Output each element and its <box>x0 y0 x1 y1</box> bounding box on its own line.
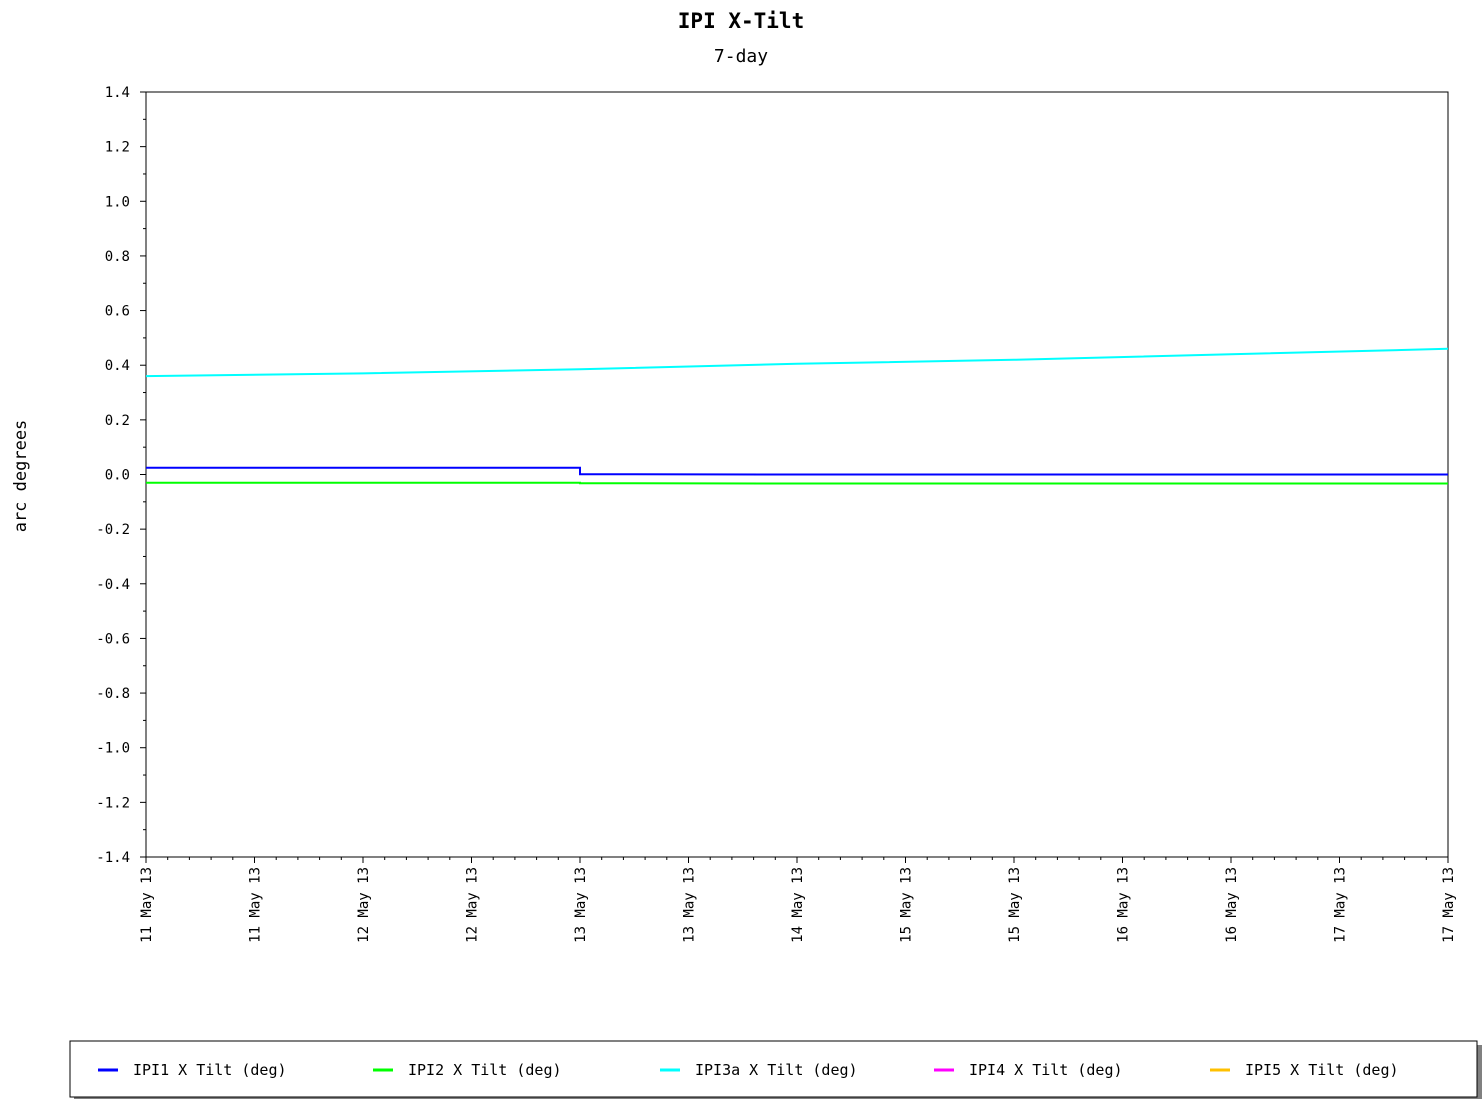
x-tick-label: 12 May 13 <box>356 867 372 943</box>
y-tick-label: 1.4 <box>105 85 130 101</box>
x-tick-label: 15 May 13 <box>1007 867 1023 943</box>
x-tick-label: 17 May 13 <box>1441 867 1457 943</box>
y-tick-label: 0.6 <box>105 304 130 320</box>
x-tick-label: 16 May 13 <box>1224 867 1240 943</box>
y-axis-label: arc degrees <box>11 420 31 533</box>
legend-label: IPI4 X Tilt (deg) <box>969 1061 1123 1079</box>
x-tick-label: 11 May 13 <box>248 867 264 943</box>
legend-box <box>69 1040 1478 1098</box>
x-tick-label: 14 May 13 <box>790 867 806 943</box>
chart-title: IPI X-Tilt <box>678 9 804 33</box>
x-tick-label: 13 May 13 <box>573 867 589 943</box>
y-tick-label: 0.4 <box>105 358 130 374</box>
y-tick-label: -0.8 <box>96 686 130 702</box>
legend: IPI1 X Tilt (deg) IPI2 X Tilt (deg) IPI3a … <box>98 1061 1399 1079</box>
y-tick-label: 0.2 <box>105 413 130 429</box>
x-tick-label: 16 May 13 <box>1116 867 1132 943</box>
legend-label: IPI3a X Tilt (deg) <box>695 1061 858 1079</box>
series-line <box>146 481 1448 485</box>
series-line <box>145 347 1449 378</box>
x-tick-label: 15 May 13 <box>899 867 915 943</box>
legend-label: IPI1 X Tilt (deg) <box>133 1061 287 1079</box>
legend-label: IPI5 X Tilt (deg) <box>1245 1061 1399 1079</box>
y-tick-label: -0.6 <box>96 631 130 647</box>
y-tick-label: 1.2 <box>105 140 130 156</box>
y-tick-label: -1.2 <box>96 795 130 811</box>
y-tick-label: -0.4 <box>96 577 130 593</box>
x-tick-label: 12 May 13 <box>465 867 481 943</box>
y-tick-label: 0.8 <box>105 249 130 265</box>
y-tick-label: 1.0 <box>105 194 130 210</box>
x-tick-label: 17 May 13 <box>1333 867 1349 943</box>
series-lines <box>145 347 1449 485</box>
chart-subtitle: 7-day <box>714 46 768 67</box>
series-line <box>146 466 1448 476</box>
y-tick-label: 0.0 <box>105 468 130 484</box>
x-tick-label: 11 May 13 <box>139 867 155 943</box>
y-tick-label: -1.4 <box>96 850 130 866</box>
y-axis: 1.4 1.2 1.0 0.8 0.6 0.4 0.2 0.0 -0.2 -0.4 -0.6 -0.8… <box>96 85 146 866</box>
y-tick-label: -1.0 <box>96 741 130 757</box>
y-tick-label: -0.2 <box>96 522 130 538</box>
x-axis: 11 May 13 11 May 13 12 May 13 12 May 13 13 M… <box>139 857 1457 943</box>
legend-label: IPI2 X Tilt (deg) <box>408 1061 562 1079</box>
x-tick-label: 13 May 13 <box>682 867 698 943</box>
